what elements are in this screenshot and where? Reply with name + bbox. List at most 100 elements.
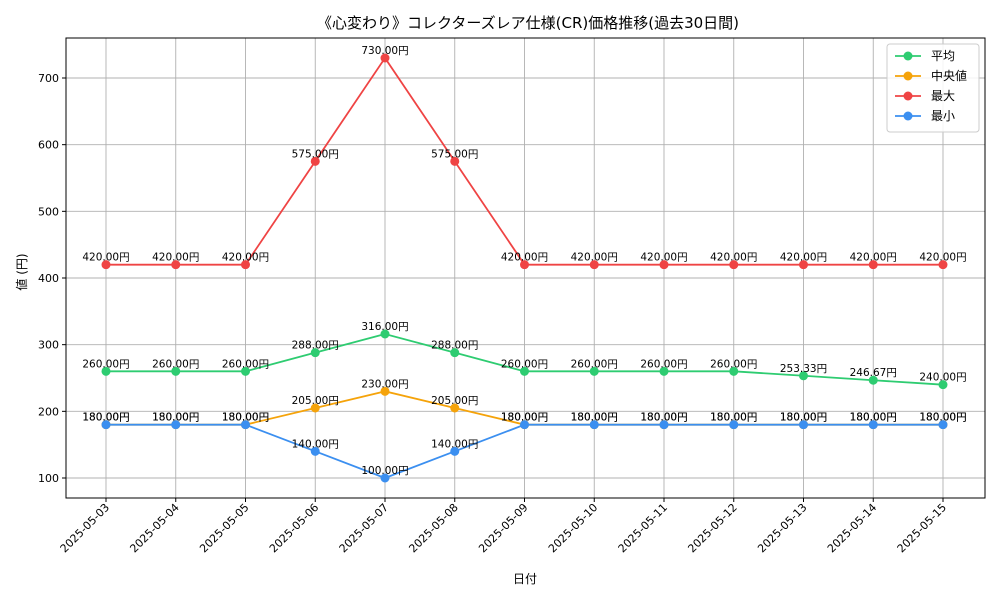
data-label: 180.00円 <box>571 412 618 424</box>
data-point <box>799 371 808 381</box>
data-point <box>310 446 320 456</box>
data-point <box>799 260 808 270</box>
data-point <box>310 348 320 358</box>
legend-label: 平均 <box>931 49 955 63</box>
data-point <box>241 420 250 430</box>
data-point <box>380 473 390 483</box>
data-label: 180.00円 <box>152 412 199 424</box>
data-point <box>241 366 250 376</box>
data-point <box>450 156 460 166</box>
x-tick-label: 2025-05-06 <box>267 501 321 555</box>
data-label: 260.00円 <box>501 358 548 370</box>
data-point <box>380 329 390 339</box>
legend-marker <box>903 91 913 101</box>
data-point <box>101 260 111 270</box>
data-point <box>938 420 948 430</box>
data-label: 180.00円 <box>222 412 269 424</box>
x-tick-label: 2025-05-04 <box>127 501 181 555</box>
data-label: 180.00円 <box>222 412 269 424</box>
y-tick-label: 600 <box>38 139 59 152</box>
data-label: 260.00円 <box>571 358 618 370</box>
data-label: 180.00円 <box>571 412 618 424</box>
data-point <box>868 260 878 270</box>
data-label: 140.00円 <box>292 438 339 450</box>
data-label: 288.00円 <box>431 340 478 352</box>
data-label: 100.00円 <box>361 465 408 477</box>
data-point <box>450 446 460 456</box>
data-point <box>868 375 878 385</box>
data-point <box>101 420 111 430</box>
data-point <box>729 366 739 376</box>
data-point <box>380 386 390 396</box>
data-point <box>520 366 529 376</box>
legend-marker <box>903 51 913 61</box>
x-tick-label: 2025-05-15 <box>895 501 949 555</box>
data-label: 420.00円 <box>501 252 548 264</box>
data-point <box>450 348 460 358</box>
x-tick-label: 2025-05-14 <box>825 501 879 555</box>
plot-frame <box>65 37 986 499</box>
legend-label: 中央値 <box>931 68 967 83</box>
data-label: 260.00円 <box>222 358 269 370</box>
data-label: 180.00円 <box>640 412 687 424</box>
data-label: 180.00円 <box>780 412 827 424</box>
data-point <box>799 420 808 430</box>
y-tick-label: 100 <box>38 472 59 485</box>
legend-marker <box>903 111 913 121</box>
data-label: 180.00円 <box>850 412 897 424</box>
x-tick-label: 2025-05-10 <box>546 501 600 555</box>
data-label: 180.00円 <box>152 412 199 424</box>
data-labels: 260.00円 260.00円 260.00円 288.00円 316.00円 288.0… <box>82 45 966 477</box>
y-tick-label: 500 <box>38 205 59 218</box>
legend-label: 最小 <box>931 109 955 123</box>
data-label: 180.00円 <box>710 412 757 424</box>
data-label: 205.00円 <box>292 395 339 407</box>
data-label: 420.00円 <box>710 252 757 264</box>
data-label: 260.00円 <box>152 358 199 370</box>
y-tick-label: 200 <box>38 405 59 418</box>
x-tick-label: 2025-05-09 <box>476 501 530 555</box>
y-tick-label: 300 <box>38 339 59 352</box>
data-point <box>868 420 878 430</box>
x-tick-label: 2025-05-08 <box>406 501 460 555</box>
x-tick-label: 2025-05-07 <box>337 501 391 555</box>
chart-title: 《心変わり》コレクターズレア仕様(CR)価格推移(過去30日間) <box>317 14 739 32</box>
data-point <box>380 53 390 63</box>
data-label: 420.00円 <box>571 252 618 264</box>
data-label: 420.00円 <box>850 252 897 264</box>
data-point <box>171 366 181 376</box>
data-label: 260.00円 <box>82 358 129 370</box>
data-label: 180.00円 <box>850 412 897 424</box>
x-tick-label: 2025-05-03 <box>58 501 112 555</box>
data-point <box>241 260 250 270</box>
data-point <box>659 420 669 430</box>
x-axis-label: 日付 <box>513 572 537 586</box>
data-label: 260.00円 <box>710 358 757 370</box>
y-tick-label: 700 <box>38 72 59 85</box>
data-point <box>520 260 529 270</box>
data-label: 260.00円 <box>640 358 687 370</box>
data-point <box>310 403 320 413</box>
data-point <box>520 420 529 430</box>
data-label: 420.00円 <box>640 252 687 264</box>
data-point <box>659 366 669 376</box>
data-label: 180.00円 <box>82 412 129 424</box>
data-label: 420.00円 <box>152 252 199 264</box>
data-label: 180.00円 <box>919 412 966 424</box>
data-point <box>589 420 599 430</box>
data-point <box>938 260 948 270</box>
data-point <box>589 366 599 376</box>
data-label: 140.00円 <box>431 438 478 450</box>
data-label: 575.00円 <box>292 148 339 160</box>
data-label: 180.00円 <box>919 412 966 424</box>
x-tick-label: 2025-05-05 <box>197 501 251 555</box>
data-label: 240.00円 <box>919 372 966 384</box>
data-point <box>589 260 599 270</box>
data-point <box>729 260 739 270</box>
legend-label: 最大 <box>931 89 955 103</box>
data-label: 180.00円 <box>501 412 548 424</box>
y-tick-label: 400 <box>38 272 59 285</box>
